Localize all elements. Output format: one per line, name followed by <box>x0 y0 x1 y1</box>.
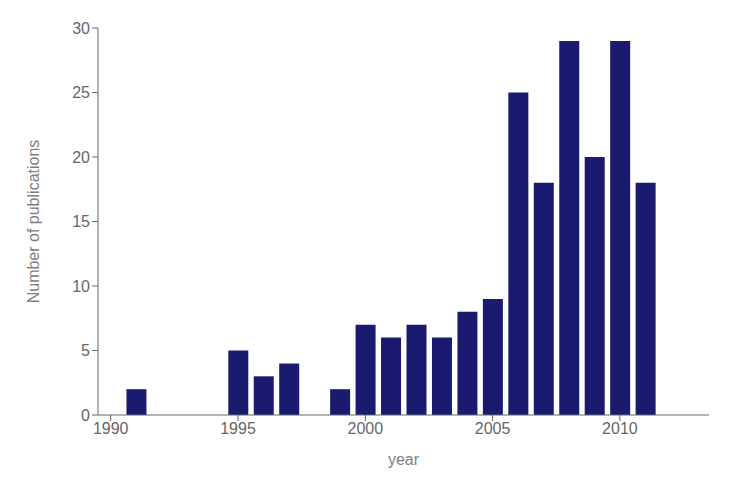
svg-text:25: 25 <box>72 84 90 101</box>
svg-text:2000: 2000 <box>348 420 384 437</box>
svg-text:1990: 1990 <box>93 420 129 437</box>
svg-text:2005: 2005 <box>475 420 511 437</box>
svg-text:10: 10 <box>72 278 90 295</box>
svg-text:1995: 1995 <box>220 420 256 437</box>
svg-text:30: 30 <box>72 20 90 37</box>
svg-text:2010: 2010 <box>602 420 638 437</box>
svg-text:0: 0 <box>81 407 90 424</box>
svg-text:5: 5 <box>81 342 90 359</box>
svg-text:15: 15 <box>72 213 90 230</box>
svg-text:20: 20 <box>72 149 90 166</box>
svg-text:Number of publications: Number of publications <box>25 140 42 304</box>
svg-text:year: year <box>388 451 420 468</box>
